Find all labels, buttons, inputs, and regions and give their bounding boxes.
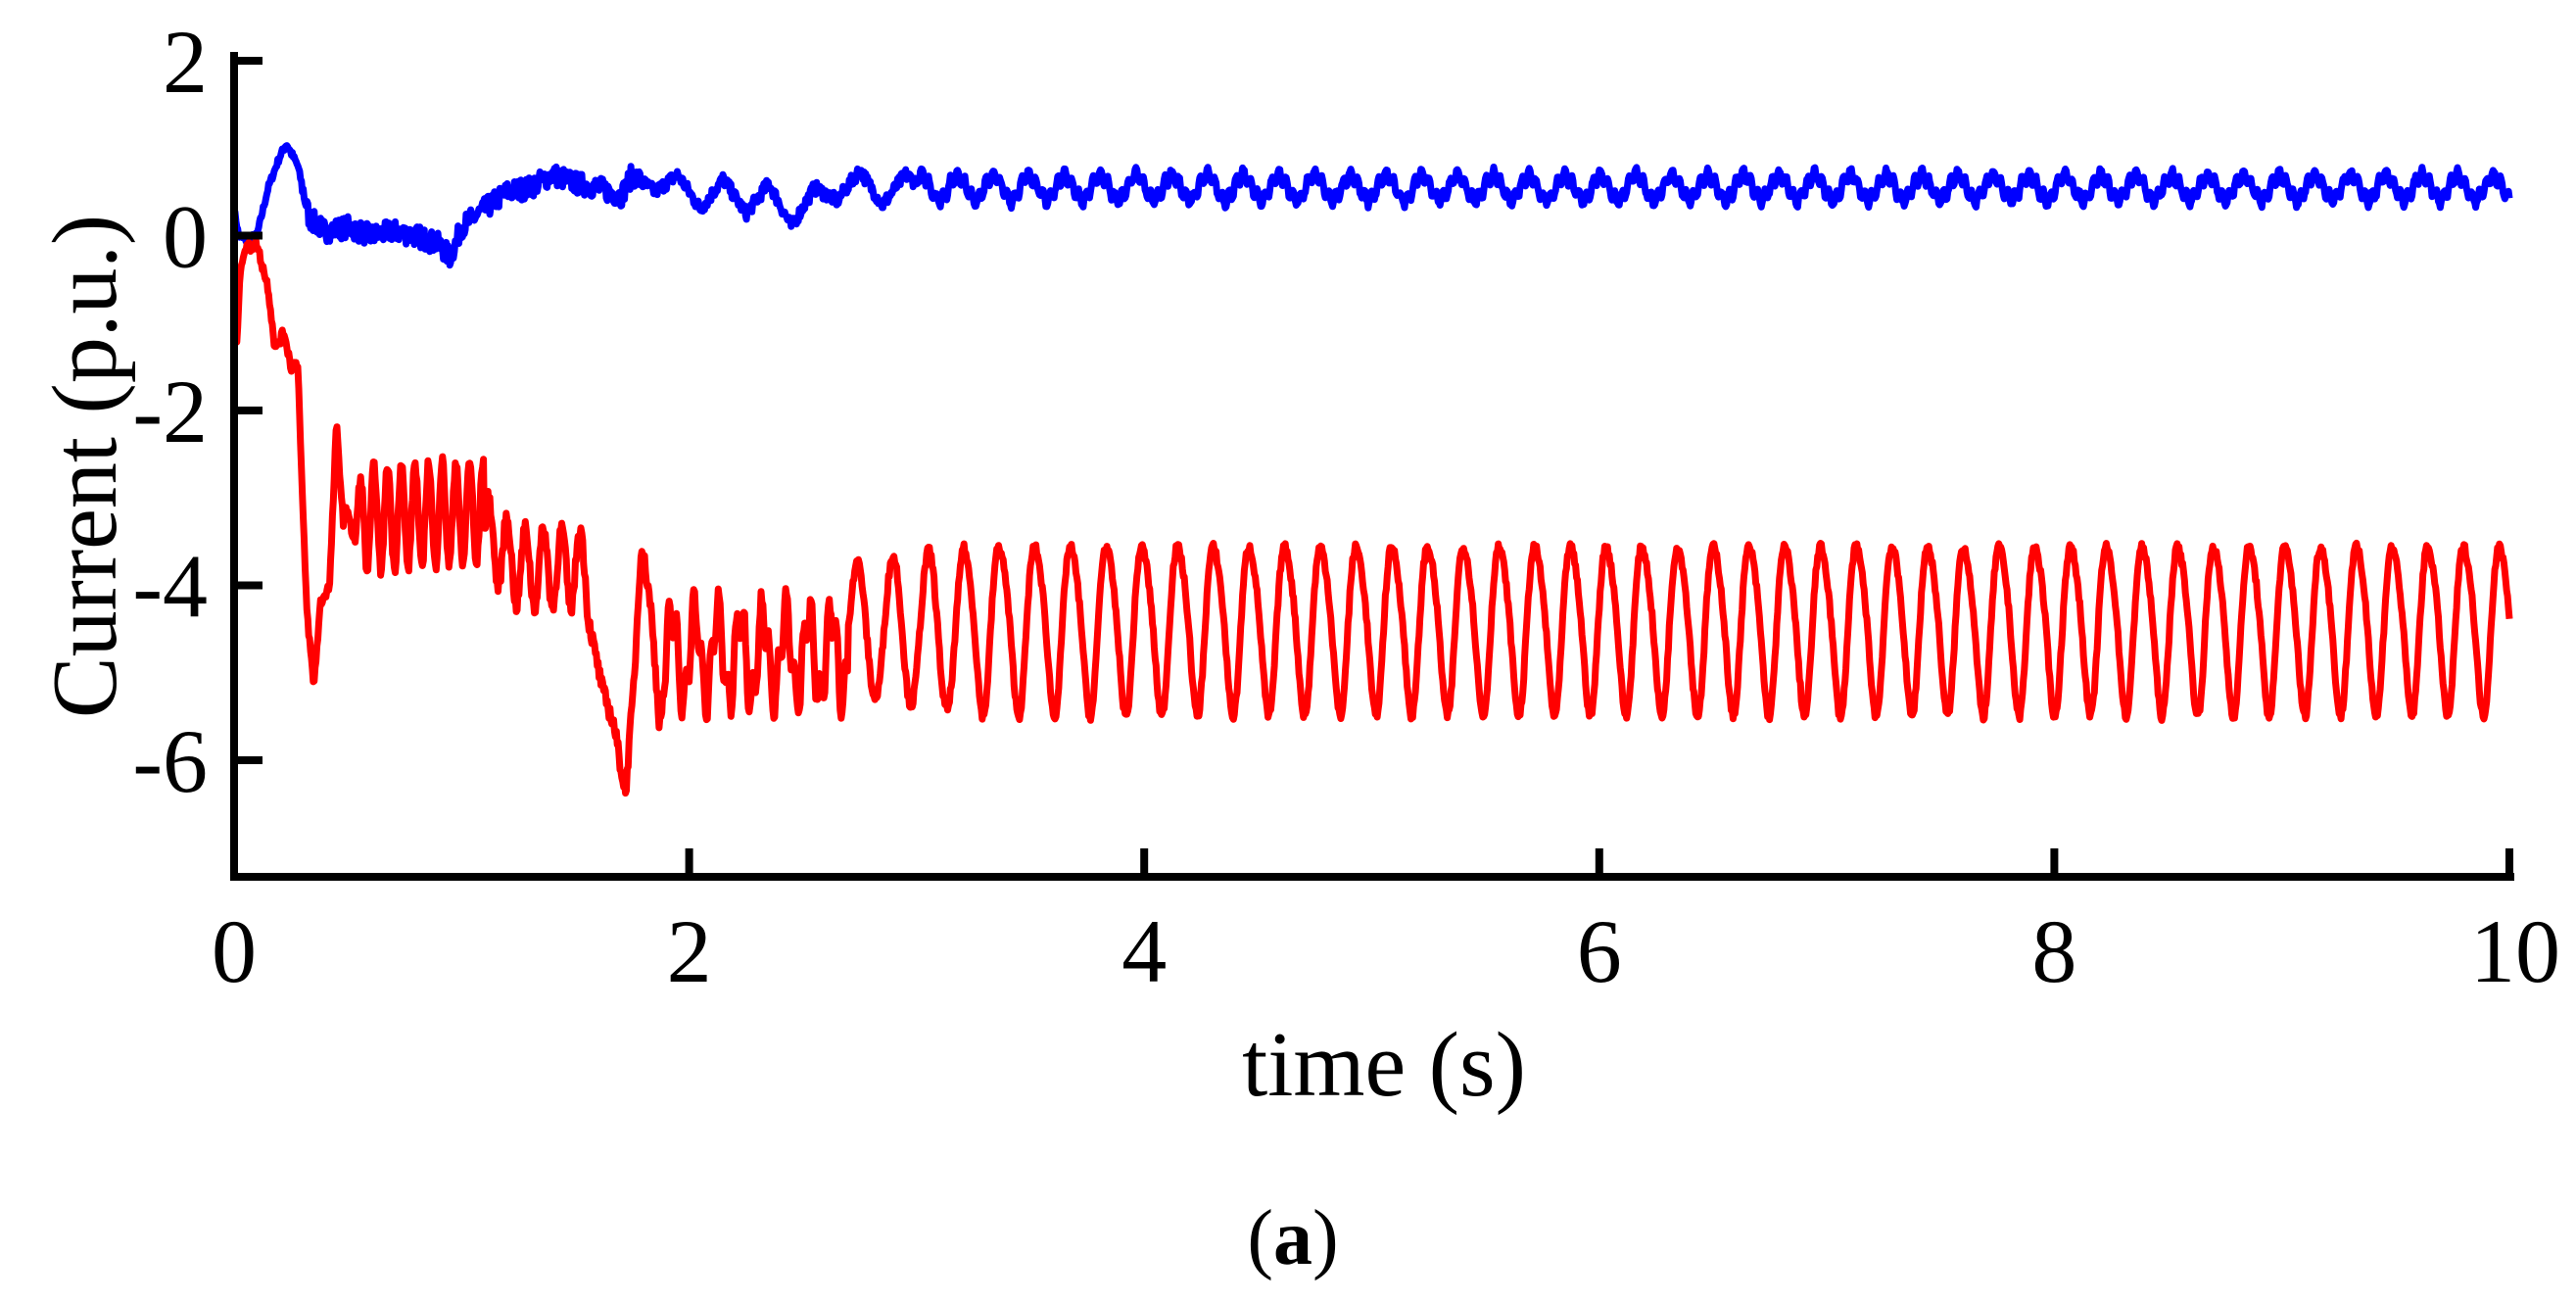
y-tick-label: 0: [163, 187, 208, 287]
x-tick-label: 8: [2031, 901, 2076, 1001]
y-tick-label: -6: [132, 711, 208, 811]
x-tick-label: 4: [1121, 901, 1167, 1001]
x-axis-title: time (s): [1242, 1014, 1526, 1116]
y-tick-label: -4: [132, 537, 208, 637]
x-tick-label: 2: [667, 901, 712, 1001]
plot-area: [230, 142, 2513, 797]
y-tick-label: -2: [132, 362, 208, 461]
x-tick-label: 10: [2470, 901, 2560, 1001]
blue-current-line: [231, 142, 2513, 269]
x-tick-label: 0: [212, 901, 257, 1001]
y-axis: 2 0 -2 -4 -6: [132, 12, 262, 881]
x-tick-label: 6: [1577, 901, 1622, 1001]
y-tick-label: 2: [163, 12, 208, 112]
red-current-line: [230, 237, 2513, 797]
x-axis: 0 2 4 6 8 10: [212, 848, 2560, 1001]
figure-caption: (a): [1247, 1195, 1338, 1281]
y-axis-title: Current (p.u.): [34, 215, 136, 718]
